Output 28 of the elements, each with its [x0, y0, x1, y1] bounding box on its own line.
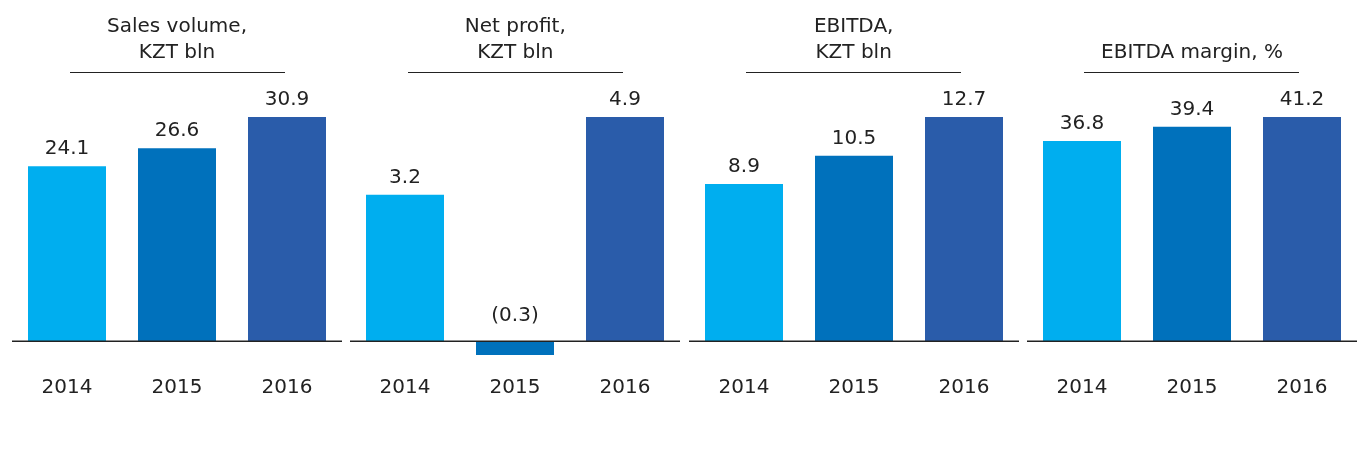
data-label: 12.7 [941, 86, 986, 110]
x-tick-label: 2016 [1276, 374, 1328, 399]
x-tick-label: 2016 [261, 374, 313, 399]
chart-title: Sales volume, KZT bln [106, 12, 248, 64]
data-label: 3.2 [389, 163, 422, 188]
x-tick-label: 2015 [151, 374, 203, 399]
data-label: 39.4 [1169, 95, 1215, 120]
data-label: 8.9 [727, 153, 760, 178]
x-tick-label: 2015 [489, 374, 541, 399]
chart-title: Net profit, KZT bln [464, 12, 566, 64]
data-label: 41.2 [1279, 86, 1325, 110]
data-label: (0.3) [491, 302, 540, 327]
x-tick-label: 2014 [718, 374, 770, 399]
x-tick-label: 2016 [938, 374, 990, 399]
x-tick-label: 2015 [828, 374, 880, 399]
x-tick-label: 2015 [1166, 374, 1218, 399]
data-label: 4.9 [609, 86, 642, 110]
data-label: 36.8 [1059, 109, 1105, 134]
chart-title: EBITDA margin, % [1101, 38, 1283, 64]
x-tick-label: 2016 [599, 374, 651, 399]
data-label: 24.1 [44, 135, 90, 160]
x-tick-label: 2014 [379, 374, 431, 399]
x-tick-label: 2014 [41, 374, 93, 399]
data-label: 30.9 [264, 86, 310, 110]
chart-title: EBITDA, KZT bln [813, 12, 894, 64]
x-tick-label: 2014 [1056, 374, 1108, 399]
data-label: 10.5 [831, 124, 876, 149]
data-label: 26.6 [154, 117, 200, 142]
